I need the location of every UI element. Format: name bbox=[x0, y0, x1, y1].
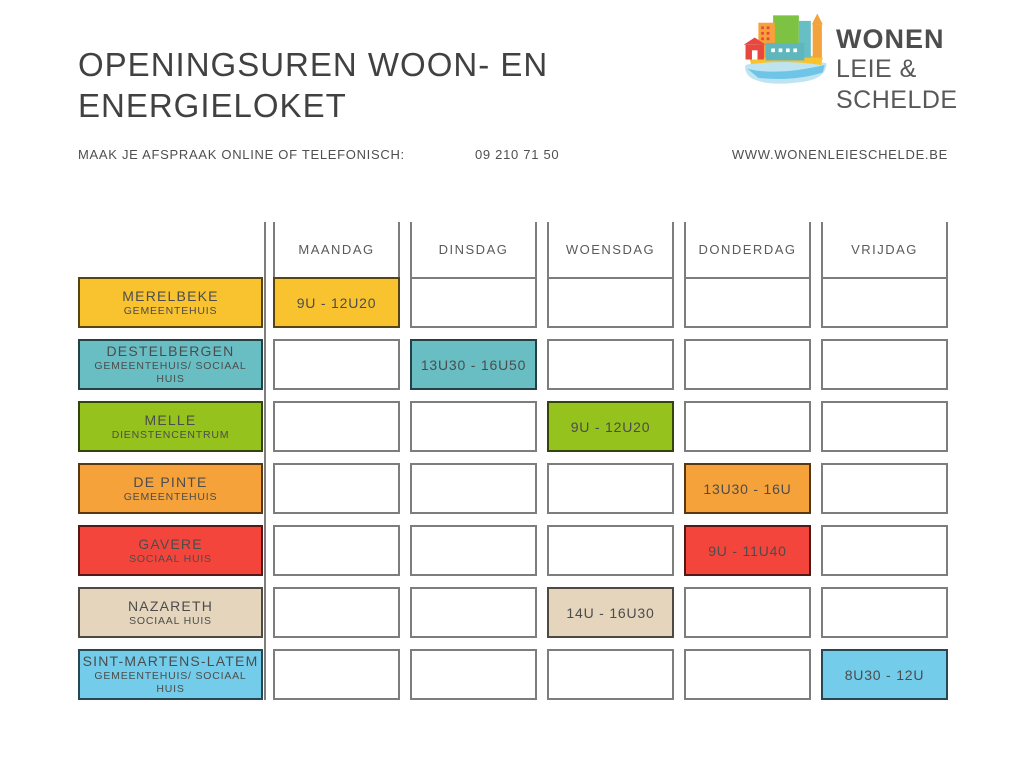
municipality-name: MERELBEKE bbox=[122, 287, 219, 304]
empty-cell bbox=[684, 649, 811, 700]
empty-cell bbox=[821, 463, 948, 514]
table-row: MELLE DIENSTENCENTRUM 9U - 12U20 bbox=[78, 401, 948, 452]
label-column-divider bbox=[264, 222, 266, 700]
municipality-name: NAZARETH bbox=[127, 597, 214, 614]
empty-cell bbox=[821, 277, 948, 328]
day-header-woensdag: WOENSDAG bbox=[547, 222, 674, 277]
empty-cell bbox=[273, 525, 400, 576]
empty-cell bbox=[410, 587, 537, 638]
day-header-donderdag: DONDERDAG bbox=[684, 222, 811, 277]
page-title: OPENINGSUREN WOON- EN ENERGIELOKET bbox=[78, 44, 548, 126]
website-url: WWW.WONENLEIESCHELDE.BE bbox=[731, 147, 948, 162]
table-row: DE PINTE GEMEENTEHUIS 13U30 - 16U bbox=[78, 463, 948, 514]
empty-cell bbox=[273, 587, 400, 638]
empty-cell bbox=[547, 277, 674, 328]
municipality-location: GEMEENTEHUIS/ SOCIAAL HUIS bbox=[94, 670, 247, 695]
empty-cell bbox=[273, 463, 400, 514]
municipality-label: GAVERE SOCIAAL HUIS bbox=[78, 525, 263, 576]
municipality-location: GEMEENTEHUIS bbox=[123, 490, 218, 503]
municipality-label: DE PINTE GEMEENTEHUIS bbox=[78, 463, 263, 514]
empty-cell bbox=[410, 649, 537, 700]
appointment-text: MAAK JE AFSPRAAK ONLINE OF TELEFONISCH: bbox=[78, 147, 405, 162]
day-header-vrijdag: VRIJDAG bbox=[821, 222, 948, 277]
opening-hours-cell: 8U30 - 12U bbox=[821, 649, 948, 700]
empty-cell bbox=[821, 339, 948, 390]
schedule-table: MAANDAG DINSDAG WOENSDAG DONDERDAG VRIJD… bbox=[78, 222, 948, 700]
opening-hours-cell: 9U - 12U20 bbox=[273, 277, 400, 328]
municipality-location: GEMEENTEHUIS/ SOCIAAL HUIS bbox=[94, 360, 247, 385]
municipality-name: MELLE bbox=[144, 411, 197, 428]
municipality-location: DIENSTENCENTRUM bbox=[111, 428, 230, 441]
page-title-line1: OPENINGSUREN WOON- EN bbox=[78, 46, 549, 83]
contact-row: MAAK JE AFSPRAAK ONLINE OF TELEFONISCH: … bbox=[78, 147, 948, 165]
empty-cell bbox=[547, 463, 674, 514]
empty-cell bbox=[410, 401, 537, 452]
day-header-maandag: MAANDAG bbox=[273, 222, 400, 277]
empty-cell bbox=[410, 277, 537, 328]
table-row: MERELBEKE GEMEENTEHUIS 9U - 12U20 bbox=[78, 277, 948, 328]
logo-name-bottom: LEIE & SCHELDE bbox=[836, 55, 958, 114]
municipality-location: SOCIAAL HUIS bbox=[129, 552, 212, 565]
empty-cell bbox=[410, 525, 537, 576]
table-row: GAVERE SOCIAAL HUIS 9U - 11U40 bbox=[78, 525, 948, 576]
municipality-label: NAZARETH SOCIAAL HUIS bbox=[78, 587, 263, 638]
empty-cell bbox=[273, 339, 400, 390]
opening-hours-cell: 13U30 - 16U50 bbox=[410, 339, 537, 390]
logo-name-top: WONEN bbox=[836, 24, 945, 54]
opening-hours-cell: 9U - 12U20 bbox=[547, 401, 674, 452]
logo-houses-icon bbox=[743, 13, 827, 84]
empty-cell bbox=[684, 277, 811, 328]
table-rows: MERELBEKE GEMEENTEHUIS 9U - 12U20 DESTELBER… bbox=[78, 277, 948, 700]
empty-cell bbox=[821, 525, 948, 576]
empty-cell bbox=[547, 525, 674, 576]
municipality-location: SOCIAAL HUIS bbox=[129, 614, 212, 627]
opening-hours-cell: 14U - 16U30 bbox=[547, 587, 674, 638]
municipality-location: GEMEENTEHUIS bbox=[123, 304, 218, 317]
empty-cell bbox=[273, 649, 400, 700]
municipality-label: MELLE DIENSTENCENTRUM bbox=[78, 401, 263, 452]
table-row: SINT-MARTENS-LATEM GEMEENTEHUIS/ SOCIAAL … bbox=[78, 649, 948, 700]
empty-cell bbox=[821, 587, 948, 638]
municipality-label: MERELBEKE GEMEENTEHUIS bbox=[78, 277, 263, 328]
table-row: NAZARETH SOCIAAL HUIS 14U - 16U30 bbox=[78, 587, 948, 638]
table-row: DESTELBERGEN GEMEENTEHUIS/ SOCIAAL HUIS 13… bbox=[78, 339, 948, 390]
empty-cell bbox=[273, 401, 400, 452]
phone-number: 09 210 71 50 bbox=[475, 147, 560, 162]
empty-cell bbox=[547, 649, 674, 700]
empty-cell bbox=[410, 463, 537, 514]
empty-cell bbox=[684, 401, 811, 452]
empty-cell bbox=[547, 339, 674, 390]
municipality-name: SINT-MARTENS-LATEM bbox=[82, 653, 259, 669]
municipality-name: DESTELBERGEN bbox=[106, 343, 235, 359]
page-title-line2: ENERGIELOKET bbox=[78, 87, 347, 124]
municipality-name: DE PINTE bbox=[133, 473, 208, 490]
municipality-label: DESTELBERGEN GEMEENTEHUIS/ SOCIAAL HUIS bbox=[78, 339, 263, 390]
opening-hours-cell: 9U - 11U40 bbox=[684, 525, 811, 576]
empty-cell bbox=[684, 587, 811, 638]
municipality-name: GAVERE bbox=[138, 535, 203, 552]
opening-hours-cell: 13U30 - 16U bbox=[684, 463, 811, 514]
day-header-dinsdag: DINSDAG bbox=[410, 222, 537, 277]
municipality-label: SINT-MARTENS-LATEM GEMEENTEHUIS/ SOCIAAL … bbox=[78, 649, 263, 700]
empty-cell bbox=[821, 401, 948, 452]
logo: WONEN LEIE & SCHELDE bbox=[740, 6, 1020, 114]
logo-text: WONEN LEIE & SCHELDE bbox=[836, 24, 1020, 116]
empty-cell bbox=[684, 339, 811, 390]
